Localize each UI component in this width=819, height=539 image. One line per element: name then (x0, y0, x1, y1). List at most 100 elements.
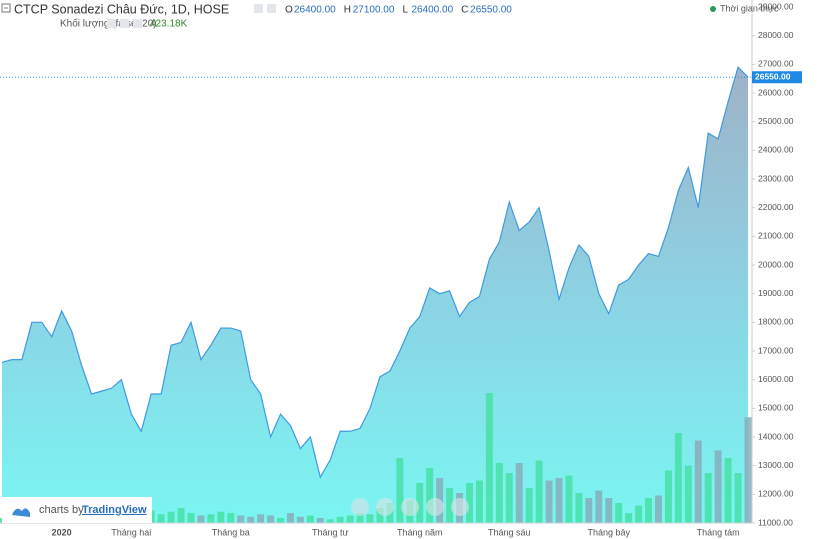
volume-bar (296, 516, 304, 523)
zoom-button[interactable] (426, 498, 444, 516)
volume-bar (177, 508, 185, 523)
volume-bar (495, 463, 503, 523)
volume-bar (346, 515, 354, 523)
price-area (2, 67, 748, 523)
plot-area (0, 66, 752, 523)
y-tick-label: 21000.00 (758, 231, 794, 241)
status-dot (710, 6, 716, 12)
y-tick-label: 26000.00 (758, 87, 794, 97)
volume-bar (376, 508, 384, 523)
ohlc-label: H (344, 5, 351, 16)
icon[interactable] (120, 19, 129, 28)
volume-bar (595, 490, 603, 523)
y-tick-label: 17000.00 (758, 345, 794, 355)
volume-bar (466, 483, 473, 523)
zoom-controls (351, 498, 469, 516)
volume-bar (306, 515, 314, 523)
y-tick-label: 14000.00 (758, 431, 794, 441)
branding: charts by TradingView (2, 497, 152, 523)
volume-bar (446, 488, 454, 523)
volume-bar (654, 495, 662, 523)
y-tick-label: 16000.00 (758, 374, 794, 384)
volume-bar (605, 498, 613, 523)
volume-bar (326, 519, 334, 523)
volume-bar (237, 515, 245, 523)
x-tick-label: Tháng tám (697, 527, 740, 537)
y-tick-label: 28000.00 (758, 30, 794, 40)
zoom-button[interactable] (401, 498, 419, 516)
volume-bar (197, 515, 205, 523)
volume-bar (694, 440, 702, 523)
volume-bar (286, 513, 294, 523)
zoom-button[interactable] (451, 498, 469, 516)
volume-bar (217, 511, 225, 523)
volume-bar (714, 450, 722, 523)
y-tick-label: 27000.00 (758, 59, 794, 69)
ohlc-value: 26400.00 (411, 5, 453, 16)
ohlc-label: O (285, 5, 293, 16)
volume-bar (247, 516, 255, 523)
ohlc-label: C (461, 5, 468, 16)
zoom-button[interactable] (351, 498, 369, 516)
volume-bar (505, 473, 513, 523)
y-tick-label: 24000.00 (758, 145, 794, 155)
volume-bar (545, 480, 553, 523)
volume-bar (585, 498, 593, 523)
y-tick-label: 25000.00 (758, 116, 794, 126)
y-tick-label: 23000.00 (758, 173, 794, 183)
volume-bar (167, 511, 175, 523)
volume-bar (207, 514, 215, 523)
y-tick-label: 11000.00 (758, 517, 793, 527)
volume-bar (664, 470, 672, 523)
volume-bar (316, 518, 324, 523)
collapse-icon[interactable] (1, 3, 11, 13)
volume-bar (555, 478, 563, 523)
branding-logo (12, 508, 30, 517)
volume-bar (416, 483, 424, 523)
volume-bar (475, 480, 483, 523)
chart-title: CTCP Sonadezi Châu Đức, 1D, HOSE (14, 2, 229, 16)
last-price-box (752, 71, 802, 84)
volume-bar (227, 513, 235, 523)
volume-bar (565, 475, 573, 523)
volume-bar (645, 498, 653, 523)
y-tick-label: 13000.00 (758, 460, 794, 470)
icon[interactable] (267, 4, 276, 13)
volume-bar (724, 458, 732, 523)
icon[interactable] (133, 19, 142, 28)
volume-bar (535, 460, 543, 523)
volume-bar (396, 458, 404, 523)
volume-bar (704, 473, 712, 523)
y-tick-label: 19000.00 (758, 288, 794, 298)
volume-bar (674, 433, 682, 523)
y-tick-label: 22000.00 (758, 202, 794, 212)
volume-bar (356, 513, 364, 523)
status: Thời gian thực (720, 3, 779, 13)
volume-bar (744, 417, 752, 523)
icon[interactable] (107, 19, 116, 28)
volume-bar (277, 518, 284, 523)
volume-last: 423.18K (150, 19, 188, 30)
branding-name[interactable]: TradingView (82, 504, 147, 516)
x-tick-label: Tháng năm (397, 527, 443, 537)
y-tick-label: 29000.00 (758, 1, 794, 11)
x-tick-label: Tháng ba (212, 527, 250, 537)
icon[interactable] (254, 4, 263, 13)
volume-bar (267, 515, 275, 523)
x-tick-label: Tháng sáu (488, 527, 531, 537)
y-tick-label: 12000.00 (758, 489, 794, 499)
volume-bar (257, 514, 265, 523)
last-price-label: 26550.00 (755, 71, 791, 81)
y-tick-label: 15000.00 (758, 403, 794, 413)
volume-bar (625, 513, 633, 523)
branding-prefix: charts by (39, 504, 84, 516)
x-tick-label: Tháng hai (111, 527, 151, 537)
x-tick-label: Tháng tư (312, 527, 349, 537)
volume-bar (336, 516, 344, 523)
zoom-button[interactable] (376, 498, 394, 516)
volume-bar (734, 473, 742, 523)
volume-bar (157, 514, 165, 523)
volume-bar (187, 513, 195, 523)
volume-bar (515, 463, 523, 523)
price-line (1, 66, 749, 479)
